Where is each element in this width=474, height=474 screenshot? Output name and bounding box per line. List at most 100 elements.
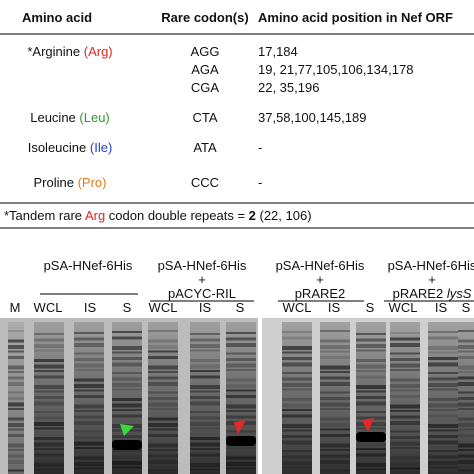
gel-band [112, 455, 142, 459]
gel-band [282, 377, 312, 381]
gel-band [428, 398, 458, 401]
gel-band [390, 369, 420, 371]
group-label: pSA-HNef-6His [388, 258, 474, 273]
amino-acid: Isoleucine (Ile) [28, 140, 113, 155]
gel-band [74, 369, 104, 371]
gel-band [190, 370, 220, 372]
gel-band [356, 344, 386, 348]
gel-band [320, 391, 350, 394]
gel-band [74, 404, 104, 409]
gel-band [356, 416, 386, 420]
gel-lane [8, 322, 24, 474]
footnote-text: (22, 106) [256, 208, 312, 223]
gel-band [190, 401, 220, 406]
gel-lane [34, 322, 64, 474]
codon: ATA [193, 140, 217, 155]
gel-band [112, 372, 142, 374]
gel-band [148, 365, 178, 370]
gel-band [8, 330, 24, 332]
gel-band [226, 462, 256, 466]
gel-band [190, 427, 220, 430]
gel-band [148, 449, 178, 451]
gel-band [428, 424, 458, 428]
gel-band [356, 338, 386, 342]
gel-band [226, 456, 256, 460]
gel-band [390, 467, 420, 470]
positions: - [258, 175, 262, 190]
gel-band [458, 339, 474, 343]
gel-band [112, 383, 142, 387]
gel-band [320, 408, 350, 410]
gel-lane [148, 322, 178, 474]
amino-abbr: (Leu) [79, 110, 109, 125]
gel-band [112, 466, 142, 469]
gel-band [282, 435, 312, 438]
gel-band [74, 378, 104, 382]
gel-band [282, 346, 312, 350]
gel-band [148, 371, 178, 373]
gel-band [8, 371, 24, 373]
gel-band [148, 460, 178, 464]
positions: 37,58,100,145,189 [258, 110, 366, 125]
gel-band [190, 442, 220, 447]
gel-band [390, 462, 420, 466]
gel-band [8, 408, 24, 410]
gel-band [428, 409, 458, 411]
gel-band [34, 453, 64, 457]
gel-band [390, 430, 420, 433]
footnote-arg: Arg [85, 208, 105, 223]
amino-abbr: (Ile) [90, 140, 112, 155]
gel-band [34, 416, 64, 420]
gel-band [320, 371, 350, 373]
gel-band [148, 397, 178, 400]
gel-band [148, 339, 178, 343]
gel-band [226, 430, 256, 433]
gel-band [34, 468, 64, 471]
gel-band [112, 377, 142, 381]
gel-band [390, 441, 420, 446]
gel-band [112, 461, 142, 465]
gel-band [458, 428, 474, 431]
gel-band [34, 364, 64, 369]
gel-band [226, 332, 256, 334]
gel-band [390, 352, 420, 355]
gel-band [282, 351, 312, 354]
gel-band [282, 398, 312, 401]
gel-lane [458, 322, 474, 474]
gel-band [390, 363, 420, 368]
gel-band [34, 427, 64, 430]
gel-band [190, 422, 220, 426]
gel-band [390, 343, 420, 347]
gel-band [112, 362, 142, 367]
gel-band [320, 365, 350, 370]
gel-band [282, 450, 312, 452]
gel-band [74, 395, 104, 398]
gel-band [320, 423, 350, 427]
gel-band [356, 448, 386, 450]
gel-band [74, 363, 104, 368]
positions: 19, 21,77,105,106,134,178 [258, 62, 413, 77]
gel-band [74, 410, 104, 412]
gel-band [8, 365, 24, 370]
gel-band [112, 388, 142, 391]
gel-band [320, 376, 350, 380]
gel-band [74, 430, 104, 433]
positions: 22, 35,196 [258, 80, 319, 95]
gel-band [112, 414, 142, 418]
gel-band [320, 356, 350, 359]
gel-band [74, 436, 104, 439]
lane-label: IS [328, 300, 341, 315]
gel-band [190, 364, 220, 369]
gel-band [356, 370, 386, 372]
amino-name: Leucine [30, 110, 76, 125]
gel-band [390, 436, 420, 439]
gel-band [356, 390, 386, 393]
amino-abbr: (Arg) [84, 44, 113, 59]
gel-band [428, 461, 458, 465]
gel-band [458, 371, 474, 373]
gel-band [390, 456, 420, 460]
gel-band [282, 461, 312, 465]
codon: CCC [191, 175, 219, 190]
gel-band [148, 428, 178, 431]
